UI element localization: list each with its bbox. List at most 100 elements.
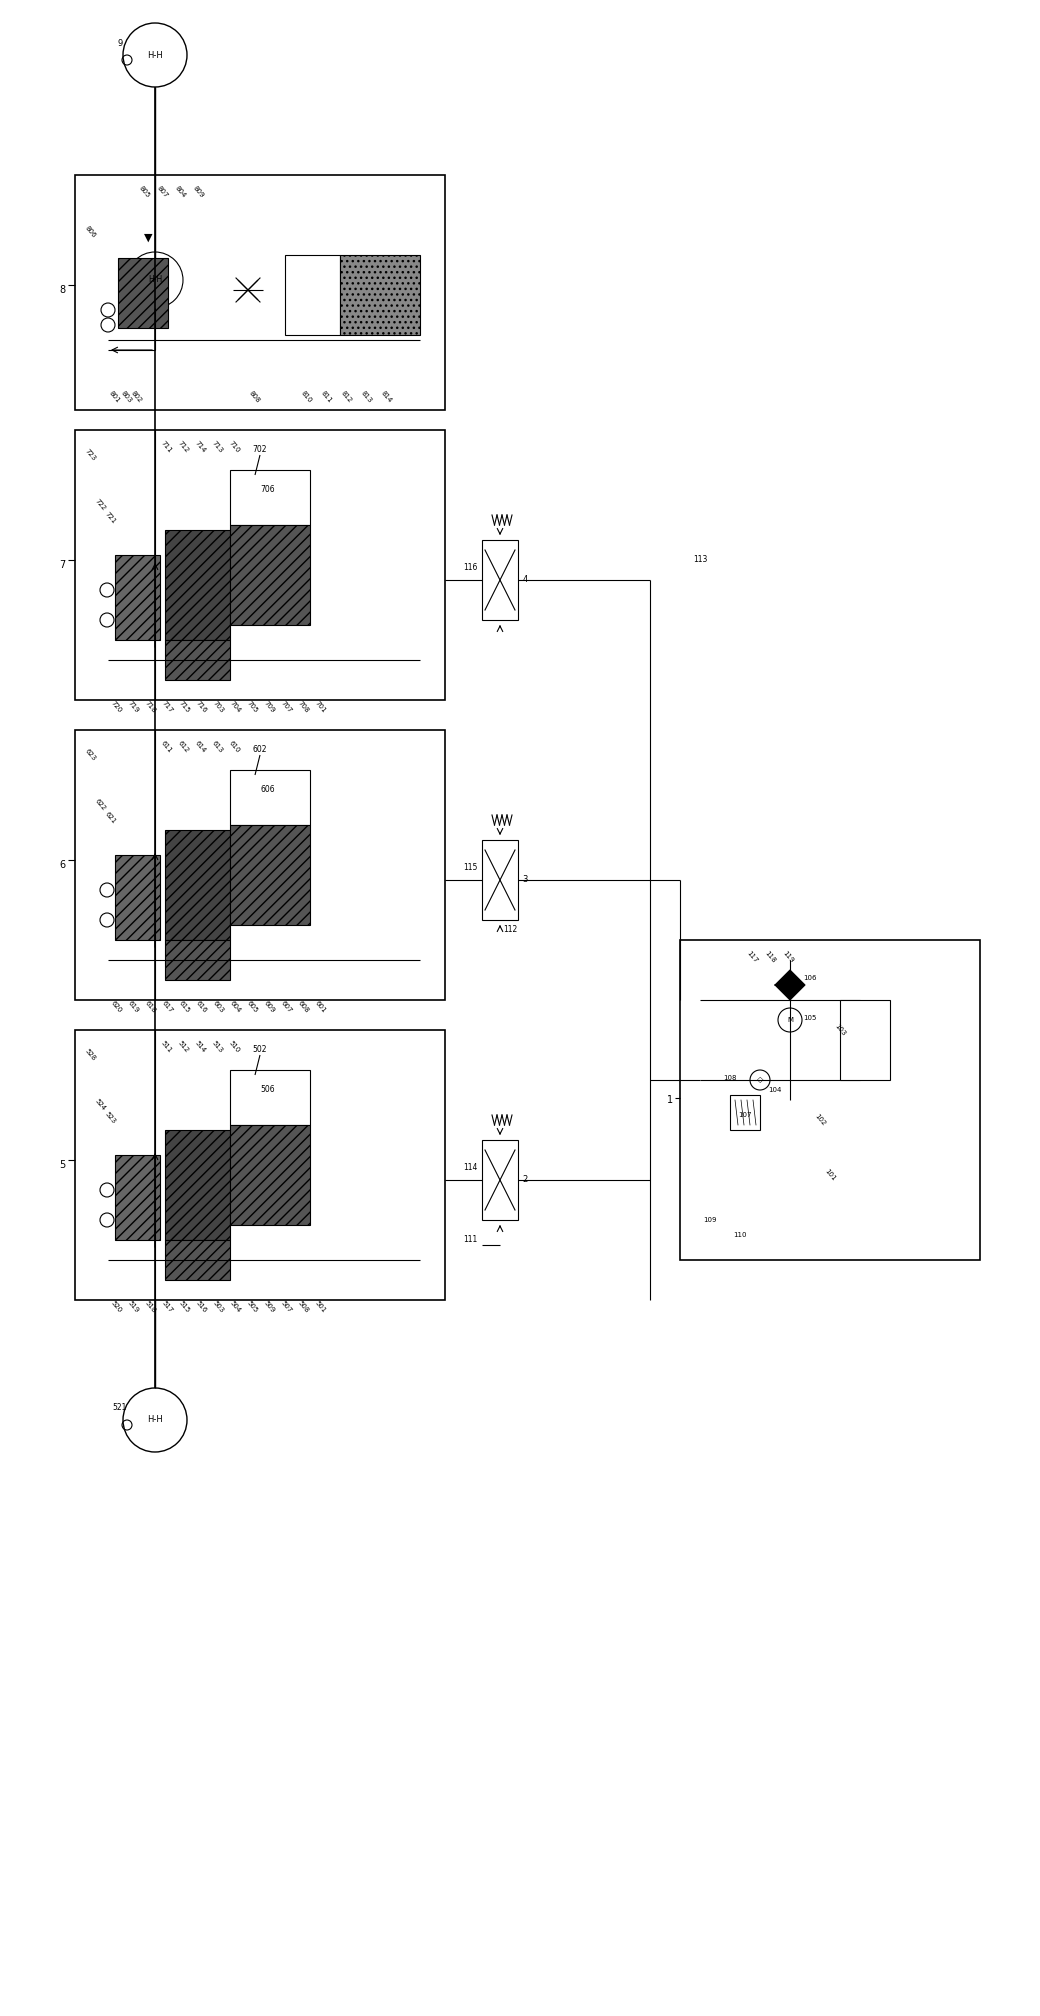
Bar	[482, 1139, 518, 1220]
Text: 101: 101	[824, 1167, 836, 1181]
Text: 804: 804	[174, 185, 187, 200]
Text: 715: 715	[178, 700, 191, 714]
Text: 108: 108	[723, 1075, 736, 1081]
Text: 104: 104	[769, 1087, 782, 1093]
Text: ▼: ▼	[144, 234, 152, 244]
Text: 714: 714	[194, 439, 207, 454]
Text: 809: 809	[192, 185, 205, 200]
Text: 505: 505	[246, 1300, 259, 1314]
Text: 719: 719	[127, 700, 140, 714]
Text: 622: 622	[94, 798, 106, 812]
Text: 109: 109	[703, 1218, 717, 1224]
Text: 115: 115	[463, 863, 477, 873]
Text: 603: 603	[212, 1000, 226, 1014]
Text: 111: 111	[463, 1236, 477, 1244]
Text: 103: 103	[833, 1022, 847, 1036]
Text: 106: 106	[803, 976, 816, 982]
Text: 515: 515	[178, 1300, 191, 1314]
Text: 1: 1	[667, 1095, 673, 1105]
Bar	[230, 1125, 310, 1226]
Text: 805: 805	[138, 185, 151, 200]
Bar	[165, 939, 230, 980]
Text: 605: 605	[246, 1000, 259, 1014]
Text: 702: 702	[253, 446, 267, 454]
Text: 4: 4	[522, 575, 527, 585]
Bar	[230, 1070, 310, 1125]
Text: 703: 703	[212, 700, 226, 714]
Text: 503: 503	[212, 1300, 226, 1314]
Text: 807: 807	[156, 185, 170, 200]
Bar	[165, 639, 230, 679]
Text: 615: 615	[178, 1000, 191, 1014]
Text: 602: 602	[253, 746, 267, 754]
Text: 608: 608	[297, 1000, 310, 1014]
Text: 524: 524	[94, 1099, 106, 1113]
Text: M: M	[787, 1016, 794, 1022]
Text: 2: 2	[522, 1175, 527, 1185]
Text: 510: 510	[228, 1040, 241, 1054]
Text: 704: 704	[229, 700, 242, 714]
Text: 502: 502	[253, 1046, 267, 1054]
Text: ◇: ◇	[757, 1075, 763, 1085]
Text: 501: 501	[314, 1300, 328, 1314]
Text: 5: 5	[59, 1159, 66, 1169]
Text: 810: 810	[300, 389, 313, 403]
Text: 709: 709	[263, 700, 277, 714]
Text: 813: 813	[360, 389, 373, 403]
Text: 507: 507	[280, 1300, 293, 1314]
Text: 718: 718	[144, 700, 157, 714]
Text: 717: 717	[161, 700, 175, 714]
Text: 114: 114	[463, 1163, 477, 1173]
Text: 707: 707	[280, 700, 293, 714]
Text: 112: 112	[503, 925, 517, 935]
Bar	[75, 175, 445, 409]
Bar	[482, 841, 518, 919]
Text: 808: 808	[248, 389, 261, 403]
Text: 521: 521	[112, 1403, 127, 1413]
Text: 610: 610	[228, 740, 241, 754]
Text: 619: 619	[127, 1000, 140, 1014]
Text: 517: 517	[161, 1300, 174, 1314]
Text: H-H: H-H	[147, 50, 163, 60]
Text: 117: 117	[745, 950, 758, 964]
Bar	[165, 1240, 230, 1280]
Text: 119: 119	[781, 950, 795, 964]
Text: 613: 613	[211, 740, 225, 754]
Text: 506: 506	[261, 1085, 276, 1095]
Text: 811: 811	[320, 389, 333, 403]
Bar	[230, 825, 310, 925]
Text: 623: 623	[83, 748, 97, 762]
Text: 105: 105	[803, 1014, 816, 1020]
Text: 612: 612	[177, 740, 190, 754]
Bar	[115, 554, 160, 639]
Text: 814: 814	[380, 389, 393, 403]
Text: 512: 512	[177, 1040, 190, 1054]
Text: 516: 516	[196, 1300, 208, 1314]
Text: 528: 528	[83, 1048, 97, 1062]
Bar	[730, 1095, 760, 1131]
Text: 118: 118	[763, 950, 776, 964]
Bar	[165, 1131, 230, 1240]
Text: 621: 621	[103, 810, 116, 825]
Text: 518: 518	[144, 1300, 157, 1314]
Text: 7: 7	[59, 560, 66, 571]
Text: 8: 8	[59, 284, 66, 294]
Text: 519: 519	[127, 1300, 140, 1314]
Bar	[340, 254, 420, 335]
Bar	[118, 258, 168, 329]
Text: 802: 802	[130, 389, 144, 403]
Polygon shape	[775, 970, 805, 1000]
Text: 721: 721	[103, 510, 116, 524]
Bar	[482, 540, 518, 621]
Bar	[230, 770, 310, 825]
Bar	[75, 1030, 445, 1300]
Text: 618: 618	[144, 1000, 157, 1014]
Text: 720: 720	[110, 700, 123, 714]
Bar	[230, 524, 310, 625]
Bar	[680, 939, 980, 1260]
Text: 6: 6	[59, 861, 66, 871]
Text: 701: 701	[314, 700, 328, 714]
Text: 3: 3	[522, 875, 527, 885]
Text: 716: 716	[196, 700, 208, 714]
Text: 706: 706	[261, 486, 276, 494]
